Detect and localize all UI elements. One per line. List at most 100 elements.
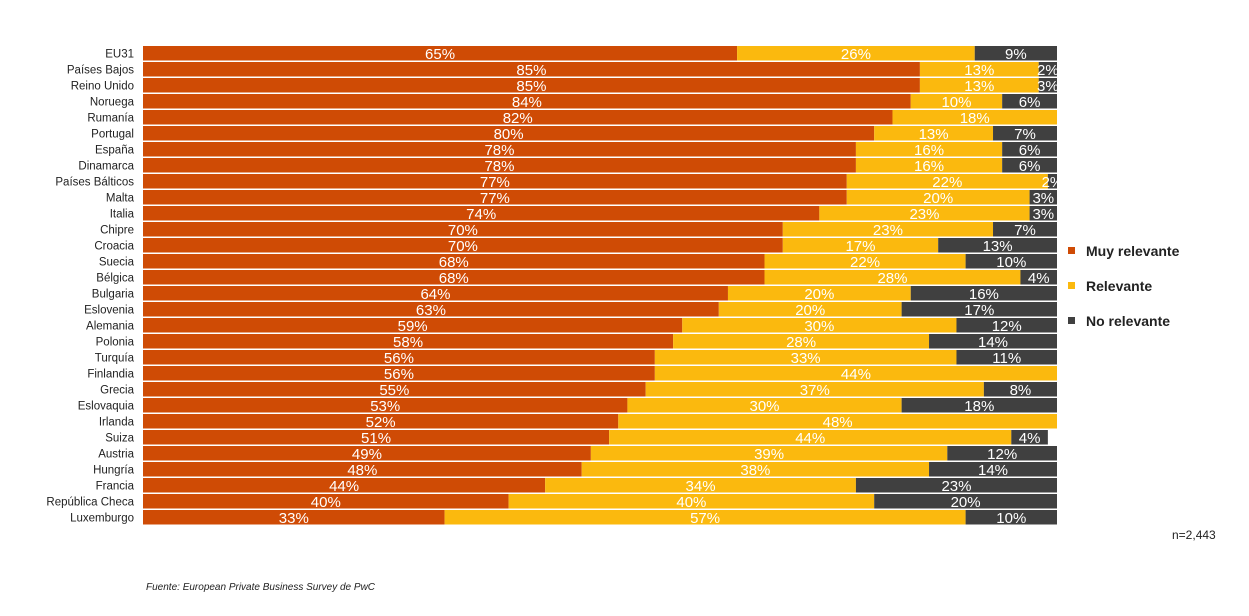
bar-relevante-hungria [581, 462, 930, 477]
bar-relevante-austria [590, 446, 948, 461]
bar-no-relevante-dinamarca [1002, 158, 1057, 173]
category-label-finlandia: Finlandia [87, 368, 134, 380]
bar-muy-relevante-suecia [143, 254, 765, 269]
data-label-muy-relevante-malta: 77% [480, 190, 510, 207]
data-label-muy-relevante-republica-checa: 40% [311, 494, 341, 511]
data-label-muy-relevante-bulgaria: 64% [420, 286, 450, 303]
data-label-no-relevante-suiza: 4% [1019, 430, 1041, 447]
category-label-eslovaquia: Eslovaquia [78, 400, 135, 412]
bar-relevante-eslovenia [718, 302, 902, 317]
bar-muy-relevante-alemania [143, 318, 683, 333]
bar-relevante-paises-bajos [919, 62, 1039, 77]
data-label-muy-relevante-alemania: 59% [398, 318, 428, 335]
data-label-no-relevante-suecia: 10% [996, 254, 1026, 271]
data-label-muy-relevante-suecia: 68% [439, 254, 469, 271]
bar-muy-relevante-noruega [143, 94, 911, 109]
source-note: Fuente: European Private Business Survey… [146, 582, 376, 593]
bar-no-relevante-paises-balticos [1047, 174, 1057, 189]
data-label-muy-relevante-eslovenia: 63% [416, 302, 446, 319]
data-label-no-relevante-republica-checa: 20% [951, 494, 981, 511]
data-label-muy-relevante-finlandia: 56% [384, 366, 414, 383]
bar-muy-relevante-polonia [143, 334, 674, 349]
bar-no-relevante-espana [1002, 142, 1057, 157]
bar-muy-relevante-suiza [143, 430, 610, 445]
data-label-relevante-chipre: 23% [873, 222, 903, 239]
data-label-no-relevante-chipre: 7% [1014, 222, 1036, 239]
bar-relevante-espana [855, 142, 1003, 157]
data-label-relevante-grecia: 37% [800, 382, 830, 399]
data-label-no-relevante-turquia: 11% [992, 350, 1021, 367]
bar-relevante-grecia [645, 382, 984, 397]
bar-muy-relevante-grecia [143, 382, 646, 397]
legend-item-no-relevante: No relevante [1068, 303, 1179, 338]
data-label-relevante-alemania: 30% [804, 318, 834, 335]
bar-no-relevante-reino-unido [1038, 78, 1057, 93]
data-label-muy-relevante-rumania: 82% [503, 110, 533, 127]
category-label-suecia: Suecia [99, 256, 135, 268]
bar-no-relevante-malta [1029, 190, 1057, 205]
data-label-no-relevante-belgica: 4% [1028, 270, 1050, 287]
data-label-no-relevante-alemania: 12% [992, 318, 1022, 335]
data-label-relevante-eu31: 26% [841, 46, 871, 63]
bar-muy-relevante-eslovenia [143, 302, 719, 317]
bar-relevante-noruega [910, 94, 1003, 109]
category-label-francia: Francia [96, 480, 135, 492]
data-label-muy-relevante-turquia: 56% [384, 350, 414, 367]
legend-item-relevante: Relevante [1068, 268, 1179, 303]
bar-no-relevante-suiza [1011, 430, 1048, 445]
category-label-paises-bajos: Países Bajos [67, 64, 134, 76]
legend-swatch-muy-relevante [1068, 247, 1075, 254]
bar-relevante-malta [846, 190, 1030, 205]
bar-relevante-luxemburgo [444, 510, 966, 525]
data-label-relevante-turquia: 33% [791, 350, 821, 367]
bar-no-relevante-turquia [956, 350, 1057, 365]
data-label-no-relevante-paises-bajos: 2% [1037, 62, 1059, 79]
bar-relevante-turquia [654, 350, 957, 365]
data-label-no-relevante-eslovaquia: 18% [964, 398, 994, 415]
data-label-muy-relevante-croacia: 70% [448, 238, 478, 255]
bar-muy-relevante-dinamarca [143, 158, 856, 173]
data-label-no-relevante-portugal: 7% [1014, 126, 1036, 143]
bar-relevante-suiza [609, 430, 1012, 445]
data-label-relevante-finlandia: 44% [841, 366, 871, 383]
bar-relevante-belgica [764, 270, 1021, 285]
data-label-no-relevante-paises-balticos: 2% [1042, 174, 1064, 191]
data-label-relevante-croacia: 17% [845, 238, 875, 255]
data-label-relevante-irlanda: 48% [823, 414, 853, 431]
data-label-relevante-francia: 34% [686, 478, 716, 495]
legend-label-no-relevante: No relevante [1086, 312, 1171, 329]
bar-muy-relevante-austria [143, 446, 591, 461]
bar-no-relevante-belgica [1020, 270, 1057, 285]
bar-no-relevante-alemania [956, 318, 1057, 333]
data-label-relevante-eslovaquia: 30% [750, 398, 780, 415]
data-label-relevante-malta: 20% [923, 190, 953, 207]
bar-no-relevante-grecia [983, 382, 1057, 397]
data-label-no-relevante-bulgaria: 16% [969, 286, 999, 303]
bar-no-relevante-bulgaria [910, 286, 1057, 301]
legend-label-relevante: Relevante [1086, 277, 1153, 294]
data-label-muy-relevante-espana: 78% [484, 142, 514, 159]
data-label-muy-relevante-hungria: 48% [347, 462, 377, 479]
legend-item-muy-relevante: Muy relevante [1068, 233, 1179, 268]
bar-no-relevante-hungria [929, 462, 1057, 477]
category-label-republica-checa: República Checa [46, 496, 134, 508]
bar-no-relevante-chipre [993, 222, 1057, 237]
bar-no-relevante-eslovaquia [901, 398, 1057, 413]
bar-relevante-paises-balticos [846, 174, 1048, 189]
plot-area: EU31 65% 26% 9% Países Bajos 85% 13% 2% Reino Un… [46, 46, 1063, 527]
category-label-chipre: Chipre [100, 224, 134, 236]
data-label-no-relevante-hungria: 14% [978, 462, 1008, 479]
data-label-relevante-belgica: 28% [877, 270, 907, 287]
bar-no-relevante-croacia [938, 238, 1057, 253]
data-label-muy-relevante-chipre: 70% [448, 222, 478, 239]
data-label-muy-relevante-dinamarca: 78% [484, 158, 514, 175]
data-label-no-relevante-dinamarca: 6% [1019, 158, 1041, 175]
data-label-relevante-paises-balticos: 22% [932, 174, 962, 191]
bar-relevante-reino-unido [919, 78, 1039, 93]
bar-no-relevante-austria [947, 446, 1057, 461]
data-label-muy-relevante-portugal: 80% [494, 126, 524, 143]
data-label-muy-relevante-grecia: 55% [379, 382, 409, 399]
data-label-relevante-eslovenia: 20% [795, 302, 825, 319]
bar-no-relevante-eu31 [974, 46, 1057, 61]
data-label-no-relevante-croacia: 13% [983, 238, 1013, 255]
